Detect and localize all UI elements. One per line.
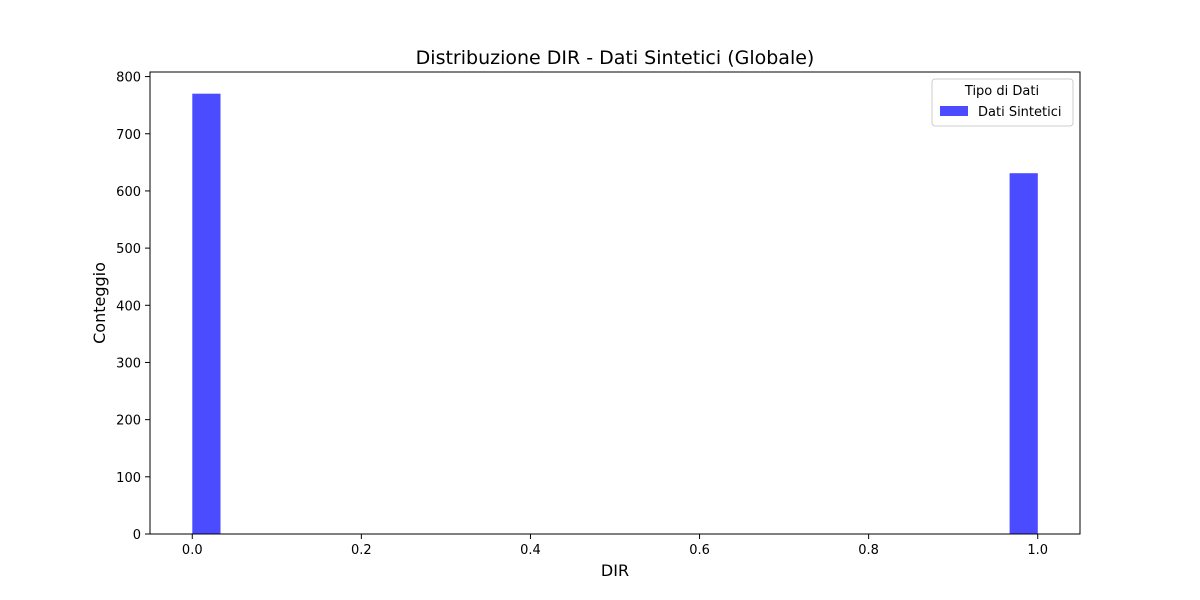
y-tick-label: 400	[116, 299, 141, 314]
x-axis-label: DIR	[601, 561, 629, 580]
y-tick-label: 800	[116, 71, 141, 86]
legend-title: Tipo di Dati	[964, 84, 1039, 99]
x-tick-label: 0.6	[689, 543, 710, 558]
y-axis-ticks: 0 100 200 300 400 500 600 700 800	[116, 71, 150, 543]
x-tick-label: 0.8	[858, 543, 879, 558]
y-axis-label: Conteggio	[90, 262, 109, 344]
y-tick-label: 0	[133, 528, 141, 543]
chart-title: Distribuzione DIR - Dati Sintetici (Glob…	[416, 47, 815, 69]
bars-layer	[192, 93, 1038, 534]
legend-swatch	[940, 106, 968, 116]
legend-label: Dati Sintetici	[978, 105, 1061, 120]
x-tick-label: 0.2	[351, 543, 372, 558]
y-tick-label: 600	[116, 185, 141, 200]
y-tick-label: 700	[116, 128, 141, 143]
histogram-bar-0	[192, 93, 221, 534]
y-tick-label: 500	[116, 242, 141, 257]
x-axis-ticks: 0.0 0.2 0.4 0.6 0.8 1.0	[182, 534, 1048, 558]
x-tick-label: 1.0	[1027, 543, 1048, 558]
y-tick-label: 200	[116, 414, 141, 429]
x-tick-label: 0.4	[520, 543, 541, 558]
x-tick-label: 0.0	[182, 543, 203, 558]
y-tick-label: 100	[116, 471, 141, 486]
axes-frame	[149, 71, 1081, 535]
y-tick-label: 300	[116, 356, 141, 371]
histogram-bar-1	[1009, 173, 1038, 534]
legend: Tipo di Dati Dati Sintetici	[931, 78, 1074, 127]
